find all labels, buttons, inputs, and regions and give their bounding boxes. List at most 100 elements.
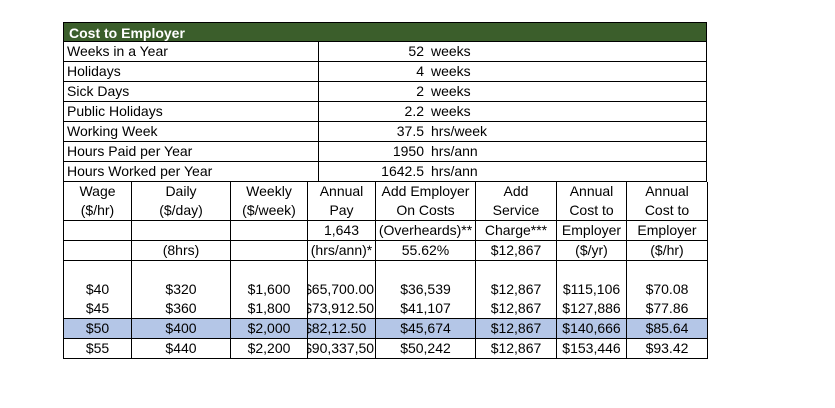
table-cell[interactable]: Service [475, 201, 557, 221]
table-cell[interactable]: $12,867 [475, 240, 557, 261]
spreadsheet: Cost to Employer Weeks in a Year 52 weeks H… [63, 22, 708, 359]
table-cell[interactable]: Annual [307, 182, 376, 201]
param-label[interactable]: Sick Days [67, 83, 130, 99]
table-cell[interactable]: $360 [131, 298, 231, 318]
table-cell[interactable]: $1,800 [230, 298, 308, 318]
param-label[interactable]: Holidays [67, 63, 121, 79]
table-cell[interactable]: Charge*** [475, 220, 557, 241]
cell-divider [318, 82, 319, 101]
table-cell[interactable]: ($/day) [131, 201, 231, 221]
table-cell[interactable]: Employer [556, 220, 627, 241]
table-cell[interactable]: Cost to [556, 201, 627, 221]
table-cell[interactable] [131, 220, 231, 241]
sheet-title[interactable]: Cost to Employer [63, 22, 707, 42]
table-cell[interactable]: Cost to [626, 201, 708, 221]
param-unit[interactable]: hrs/week [431, 123, 488, 139]
table-cell[interactable]: $140,666 [556, 317, 627, 339]
table-cell[interactable]: ($/yr) [556, 240, 627, 261]
table-cell[interactable]: Employer [626, 220, 708, 241]
table-cell[interactable]: Pay [307, 201, 376, 221]
table-cell[interactable]: Add Employer [375, 182, 476, 201]
table-cell[interactable]: $82,12.50 [307, 317, 376, 339]
table-cell[interactable]: $127,886 [556, 298, 627, 318]
table-cell[interactable]: $77.86 [626, 298, 708, 318]
table-cell[interactable]: $55 [63, 338, 132, 359]
table-cell[interactable] [63, 240, 132, 261]
param-value[interactable]: 4 [416, 63, 424, 79]
table-cell[interactable]: $2,200 [230, 338, 308, 359]
table-row: $50 $400 $2,000 $82,12.50 $45,674 $12,867 $140… [63, 317, 708, 339]
table-cell[interactable]: 55.62% [375, 240, 476, 261]
table-cell[interactable]: $70.08 [626, 279, 708, 299]
table-cell[interactable] [230, 260, 308, 280]
table-cell[interactable]: $85.64 [626, 317, 708, 339]
param-value[interactable]: 1950 [392, 143, 424, 159]
table-cell[interactable]: $50,242 [375, 338, 476, 359]
table-cell[interactable]: $65,700.00 [307, 279, 376, 299]
table-cell[interactable]: ($/hr) [63, 201, 132, 221]
table-cell[interactable]: $45 [63, 298, 132, 318]
table-cell[interactable] [307, 260, 376, 280]
table-cell[interactable]: Add [475, 182, 557, 201]
table-cell[interactable]: Annual [556, 182, 627, 201]
param-value[interactable]: 1642.5 [381, 163, 424, 179]
table-cell[interactable]: $12,867 [475, 279, 557, 299]
header-row: (8hrs) (hrs/ann)* 55.62% $12,867 ($/yr) ($/hr… [63, 240, 708, 261]
table-row: $55 $440 $2,200 $90,337,50 $50,242 $12,867 $15… [63, 338, 708, 359]
table-cell[interactable]: Daily [131, 182, 231, 201]
table-cell[interactable]: ($/hr) [626, 240, 708, 261]
param-unit[interactable]: weeks [431, 103, 471, 119]
param-label[interactable]: Working Week [67, 123, 158, 139]
table-cell[interactable]: $90,337,50 [307, 338, 376, 359]
table-cell[interactable]: $36,539 [375, 279, 476, 299]
table-cell[interactable] [375, 260, 476, 280]
table-cell[interactable]: $1,600 [230, 279, 308, 299]
table-cell[interactable]: On Costs [375, 201, 476, 221]
param-label[interactable]: Hours Paid per Year [67, 143, 193, 159]
table-cell[interactable] [230, 240, 308, 261]
table-cell[interactable] [131, 260, 231, 280]
table-cell[interactable]: $41,107 [375, 298, 476, 318]
table-cell[interactable]: (8hrs) [131, 240, 231, 261]
table-cell[interactable]: $440 [131, 338, 231, 359]
param-unit[interactable]: weeks [431, 43, 471, 59]
param-label[interactable]: Weeks in a Year [67, 43, 168, 59]
table-cell[interactable]: $45,674 [375, 317, 476, 339]
table-cell[interactable] [63, 260, 132, 280]
table-cell[interactable] [63, 220, 132, 241]
param-value[interactable]: 52 [408, 43, 424, 59]
param-unit[interactable]: hrs/ann [431, 143, 478, 159]
table-cell[interactable]: $12,867 [475, 317, 557, 339]
table-cell[interactable] [230, 220, 308, 241]
table-cell[interactable]: $93.42 [626, 338, 708, 359]
param-unit[interactable]: weeks [431, 83, 471, 99]
table-cell[interactable]: $2,000 [230, 317, 308, 339]
param-unit[interactable]: weeks [431, 63, 471, 79]
table-cell[interactable]: Annual [626, 182, 708, 201]
table-cell[interactable]: $115,106 [556, 279, 627, 299]
table-cell[interactable]: 1,643 [307, 220, 376, 241]
table-cell[interactable]: (Overheards)** [375, 220, 476, 241]
param-label[interactable]: Public Holidays [67, 103, 163, 119]
table-cell[interactable]: $12,867 [475, 298, 557, 318]
param-value[interactable]: 2 [416, 83, 424, 99]
table-cell[interactable]: $40 [63, 279, 132, 299]
table-cell[interactable]: Weekly [230, 182, 308, 201]
table-cell[interactable]: ($/week) [230, 201, 308, 221]
table-cell[interactable]: $320 [131, 279, 231, 299]
table-cell[interactable]: (hrs/ann)* [307, 240, 376, 261]
param-label[interactable]: Hours Worked per Year [67, 163, 213, 179]
table-cell[interactable]: $50 [63, 317, 132, 339]
table-cell[interactable]: Wage [63, 182, 132, 201]
table-cell[interactable]: $400 [131, 317, 231, 339]
table-cell[interactable] [556, 260, 627, 280]
table-cell[interactable] [475, 260, 557, 280]
param-value[interactable]: 37.5 [396, 123, 424, 139]
param-value[interactable]: 2.2 [404, 103, 424, 119]
table-cell[interactable]: $73,912.50 [307, 298, 376, 318]
table-cell[interactable]: $153,446 [556, 338, 627, 359]
table-cell[interactable]: $12,867 [475, 338, 557, 359]
header-row: ($/hr) ($/day) ($/week) Pay On Costs Service C… [63, 201, 708, 221]
table-cell[interactable] [626, 260, 708, 280]
param-unit[interactable]: hrs/ann [431, 163, 478, 179]
